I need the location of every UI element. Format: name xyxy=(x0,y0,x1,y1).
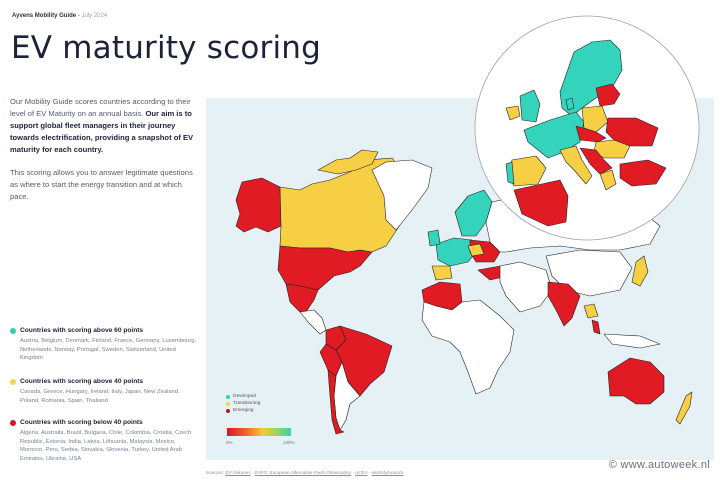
category-heading: Countries with scoring above 60 points xyxy=(10,327,200,336)
category-heading-text: Countries with scoring below 40 points xyxy=(20,419,143,426)
map-canada-islands xyxy=(317,149,379,175)
zoom-ukraine xyxy=(605,117,659,147)
page-title: EV maturity scoring xyxy=(11,30,322,66)
map-india xyxy=(547,281,581,327)
category-emerging: Countries with scoring below 40 points A… xyxy=(10,419,200,464)
intro-paragraph-1: Our Mobility Guide scores countries acco… xyxy=(10,96,200,156)
map-new-zealand xyxy=(675,391,693,425)
category-heading: Countries with scoring below 40 points xyxy=(10,419,200,428)
legend-transitioning: Transitioning xyxy=(226,400,260,407)
guide-date: July 2024 xyxy=(81,13,108,19)
red-dot-icon xyxy=(226,408,230,413)
map-iberia xyxy=(431,265,453,281)
category-transitioning: Countries with scoring above 40 points C… xyxy=(10,378,200,405)
yellow-dot-icon xyxy=(226,401,230,406)
world-map xyxy=(235,15,700,435)
zoom-north-africa xyxy=(513,179,569,227)
map-japan xyxy=(631,255,649,287)
map-central-america xyxy=(299,309,327,335)
source-link[interactable]: EAFO: European Alternative Fuels Observa… xyxy=(254,470,352,475)
watermark: © www.autoweek.nl xyxy=(608,459,710,471)
map-mexico xyxy=(285,283,319,313)
map-australia xyxy=(607,357,665,405)
scale-min-label: 0% xyxy=(226,440,233,445)
zoom-portugal xyxy=(505,161,515,185)
map-poland xyxy=(467,243,485,257)
sources-line: Sources: EV Volumes · EAFO: European Alt… xyxy=(206,470,404,475)
map-alaska xyxy=(235,177,282,233)
map-chile xyxy=(327,369,345,435)
sources-label: Sources: xyxy=(206,470,226,475)
score-gradient-bar xyxy=(227,428,291,436)
map-thailand xyxy=(583,303,599,319)
legend-emerging: Emerging xyxy=(226,407,260,414)
teal-dot-icon xyxy=(226,394,230,399)
source-link[interactable]: EV Volumes xyxy=(225,470,251,475)
zoom-denmark xyxy=(565,97,575,111)
zoom-balkans xyxy=(579,147,613,175)
legend-label: Emerging xyxy=(233,408,254,413)
category-country-list: Canada, Greece, Hungary, Ireland, Italy,… xyxy=(20,388,180,404)
scale-max-label: 100% xyxy=(283,440,295,445)
map-greenland xyxy=(371,159,433,231)
zoom-italy xyxy=(559,145,593,185)
map-scandinavia xyxy=(454,189,493,237)
category-country-list: Austria, Belgium, Denmark, Finland, Fran… xyxy=(20,337,197,362)
guide-name: Ayvens Mobility Guide xyxy=(12,13,77,19)
map-usa xyxy=(277,245,373,291)
category-country-list: Algeria, Australia, Brazil, Bulgaria, Ch… xyxy=(20,429,192,463)
category-heading-text: Countries with scoring above 40 points xyxy=(20,378,144,385)
zoom-poland xyxy=(581,105,609,133)
legend-label: Developed xyxy=(233,394,256,399)
map-malaysia xyxy=(591,319,601,335)
zoom-turkey xyxy=(619,159,667,187)
category-heading: Countries with scoring above 40 points xyxy=(10,378,200,387)
red-dot-icon xyxy=(10,420,16,426)
kicker-separator: - xyxy=(76,13,82,19)
zoom-greece xyxy=(599,169,617,191)
map-western-europe xyxy=(435,237,477,267)
map-indonesia xyxy=(603,333,661,349)
zoom-ireland xyxy=(505,105,521,121)
zoom-baltics xyxy=(595,83,621,107)
map-africa xyxy=(421,299,515,395)
intro-bold: Our aim is to support global fleet manag… xyxy=(10,109,194,154)
source-link[interactable]: electrifylonanza xyxy=(371,470,404,475)
legend-developed: Developed xyxy=(226,393,260,400)
category-heading-text: Countries with scoring above 60 points xyxy=(20,327,144,334)
intro-text: Our Mobility Guide scores countries acco… xyxy=(10,96,200,214)
yellow-dot-icon xyxy=(10,379,16,385)
source-link[interactable]: ACEA xyxy=(355,470,368,475)
map-uk xyxy=(427,229,441,247)
legend-label: Transitioning xyxy=(233,401,261,406)
map-legend: Developed Transitioning Emerging xyxy=(226,393,260,414)
guide-kicker: Ayvens Mobility Guide - July 2024 xyxy=(12,13,107,19)
intro-plain: Our Mobility Guide scores countries acco… xyxy=(10,97,191,118)
intro-paragraph-2: This scoring allows you to answer legiti… xyxy=(10,168,193,201)
map-middle-east xyxy=(499,261,553,313)
zoom-uk xyxy=(519,89,541,123)
category-developed: Countries with scoring above 60 points A… xyxy=(10,327,200,363)
teal-dot-icon xyxy=(10,328,16,334)
zoom-czech-slovakia xyxy=(575,125,607,143)
